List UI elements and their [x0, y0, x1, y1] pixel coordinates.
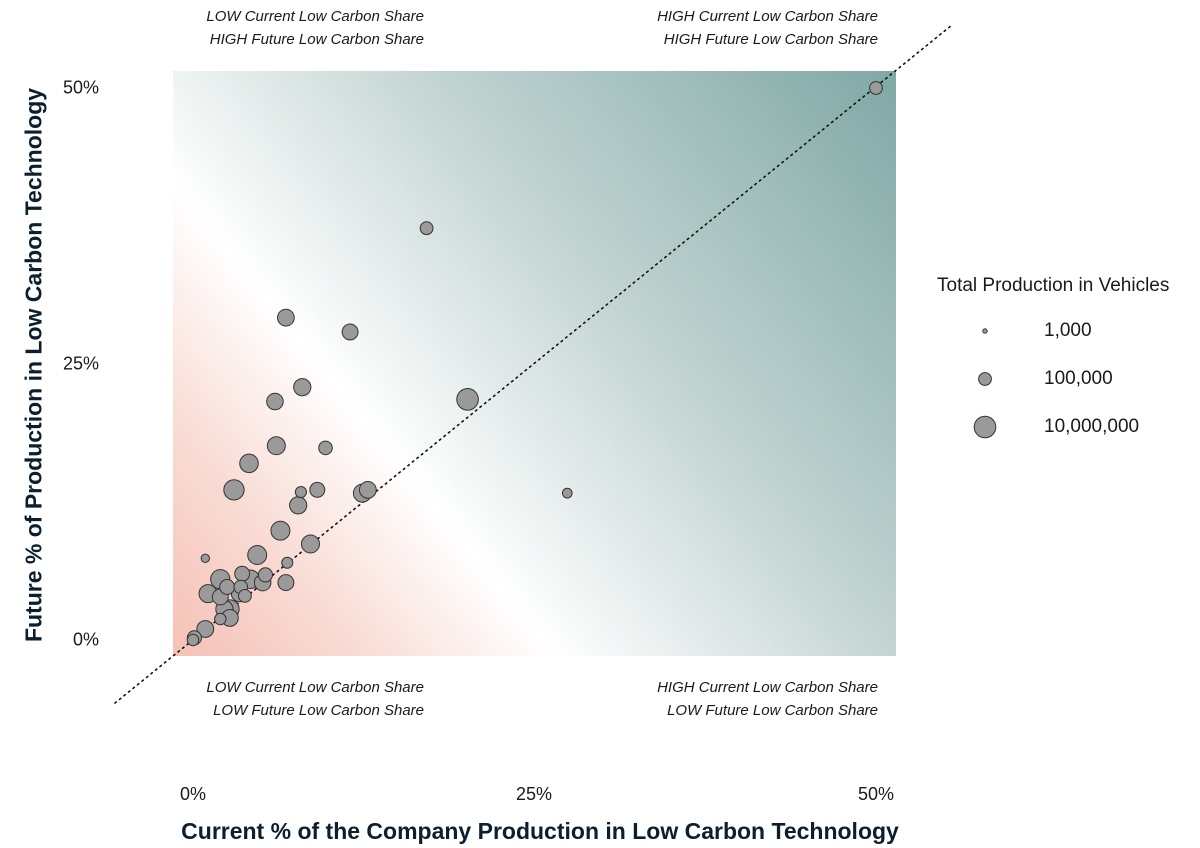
- data-point: [200, 553, 210, 564]
- data-point: [419, 221, 434, 236]
- data-point: [281, 556, 294, 569]
- size-legend: [973, 328, 997, 439]
- legend-size-marker: [973, 415, 997, 439]
- quadrant-label-line: HIGH Current Low Carbon Share: [657, 8, 878, 25]
- data-point: [219, 579, 236, 595]
- data-point: [309, 481, 326, 498]
- data-point: [277, 308, 295, 327]
- legend-size-marker: [982, 328, 988, 334]
- y-axis-title: Future % of Production in Low Carbon Tec…: [20, 87, 47, 643]
- data-point: [186, 633, 200, 647]
- data-point: [358, 480, 377, 499]
- quadrant-label-line: HIGH Future Low Carbon Share: [209, 31, 424, 48]
- quadrant-label-top-right: HIGH Current Low Carbon Share HIGH Futur…: [657, 5, 878, 51]
- data-point: [561, 487, 573, 499]
- x-axis-title: Current % of the Company Production in L…: [181, 818, 899, 844]
- data-point: [294, 486, 307, 499]
- quadrant-label-line: HIGH Current Low Carbon Share: [657, 679, 878, 696]
- data-point: [239, 453, 259, 474]
- data-point: [289, 496, 308, 515]
- quadrant-label-bottom-right: HIGH Current Low Carbon Share LOW Future…: [657, 676, 878, 722]
- y-tick-label: 0%: [72, 629, 99, 650]
- legend-title: Total Production in Vehicles: [937, 275, 1170, 296]
- quadrant-label-line: LOW Future Low Carbon Share: [213, 702, 424, 719]
- data-point: [318, 440, 333, 456]
- x-tick-label: 25%: [515, 784, 553, 804]
- legend-label: 10,000,000: [1044, 416, 1140, 437]
- data-point: [223, 479, 245, 501]
- data-point: [257, 567, 273, 583]
- data-point: [266, 436, 286, 456]
- data-point: [214, 612, 227, 626]
- data-point: [456, 388, 479, 411]
- data-points: [186, 81, 883, 647]
- y-tick-label: 25%: [62, 353, 99, 374]
- quadrant-label-line: HIGH Future Low Carbon Share: [663, 31, 878, 48]
- data-point: [869, 81, 883, 95]
- x-tick-label: 50%: [857, 784, 895, 804]
- legend-label: 100,000: [1044, 368, 1113, 389]
- data-point: [234, 565, 251, 582]
- parity-line: [114, 24, 953, 704]
- data-point: [270, 520, 291, 541]
- legend-label: 1,000: [1044, 320, 1092, 341]
- quadrant-label-line: LOW Future Low Carbon Share: [667, 702, 878, 719]
- data-point: [293, 378, 312, 397]
- y-tick-label: 50%: [62, 77, 99, 98]
- x-tick-label: 0%: [179, 784, 207, 804]
- data-point: [247, 545, 268, 565]
- data-point: [266, 392, 284, 411]
- data-point: [300, 534, 320, 554]
- data-point: [196, 620, 215, 638]
- data-point: [341, 323, 359, 341]
- data-point: [277, 574, 295, 592]
- quadrant-label-line: LOW Current Low Carbon Share: [206, 679, 424, 696]
- quadrant-label-bottom-left: LOW Current Low Carbon Share LOW Future …: [206, 676, 424, 722]
- quadrant-label-line: LOW Current Low Carbon Share: [206, 8, 424, 25]
- data-point: [238, 588, 252, 603]
- legend-size-marker: [978, 372, 992, 386]
- quadrant-label-top-left: LOW Current Low Carbon Share HIGH Future…: [206, 5, 424, 51]
